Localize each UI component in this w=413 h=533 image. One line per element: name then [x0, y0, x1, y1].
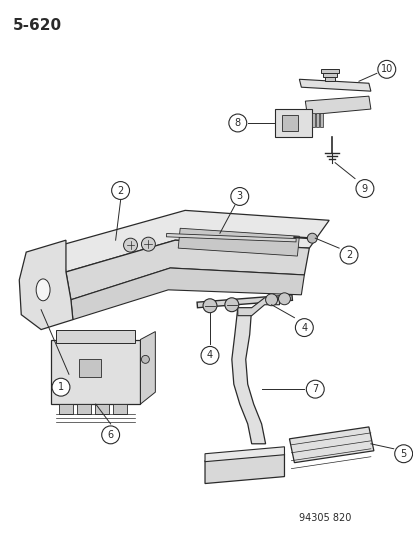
Polygon shape: [289, 427, 373, 463]
Polygon shape: [19, 240, 73, 329]
Ellipse shape: [36, 279, 50, 301]
Text: 94305 820: 94305 820: [299, 513, 351, 523]
Text: 5-620: 5-620: [13, 18, 62, 33]
FancyBboxPatch shape: [56, 329, 135, 343]
Circle shape: [102, 426, 119, 444]
FancyBboxPatch shape: [274, 109, 311, 137]
Text: 2: 2: [117, 185, 123, 196]
Text: 7: 7: [311, 384, 318, 394]
FancyBboxPatch shape: [320, 113, 323, 127]
FancyBboxPatch shape: [316, 113, 318, 127]
Text: 6: 6: [107, 430, 114, 440]
Polygon shape: [71, 268, 304, 320]
Polygon shape: [204, 454, 284, 483]
FancyBboxPatch shape: [78, 359, 100, 377]
Circle shape: [228, 114, 246, 132]
Circle shape: [112, 182, 129, 199]
Circle shape: [377, 60, 395, 78]
FancyBboxPatch shape: [323, 74, 336, 77]
Polygon shape: [231, 308, 265, 444]
FancyBboxPatch shape: [282, 115, 298, 131]
FancyBboxPatch shape: [51, 340, 140, 404]
Polygon shape: [237, 298, 279, 316]
Circle shape: [141, 356, 149, 364]
Polygon shape: [61, 211, 328, 272]
FancyBboxPatch shape: [77, 404, 90, 414]
Text: 4: 4: [206, 350, 213, 360]
Text: 2: 2: [345, 250, 351, 260]
Circle shape: [306, 233, 316, 243]
Text: 9: 9: [361, 183, 367, 193]
Circle shape: [52, 378, 70, 396]
Circle shape: [230, 188, 248, 205]
Circle shape: [141, 237, 155, 251]
Polygon shape: [204, 447, 284, 462]
Circle shape: [394, 445, 412, 463]
Circle shape: [224, 298, 238, 312]
Circle shape: [306, 380, 323, 398]
Polygon shape: [299, 79, 370, 91]
FancyBboxPatch shape: [325, 77, 335, 81]
Polygon shape: [140, 332, 155, 404]
FancyBboxPatch shape: [59, 404, 73, 414]
Text: 5: 5: [400, 449, 406, 459]
Circle shape: [355, 180, 373, 197]
Circle shape: [278, 293, 290, 305]
Polygon shape: [66, 240, 309, 300]
Circle shape: [295, 319, 313, 336]
FancyBboxPatch shape: [320, 69, 338, 74]
FancyBboxPatch shape: [112, 404, 126, 414]
Circle shape: [123, 238, 137, 252]
Circle shape: [202, 299, 216, 313]
Polygon shape: [305, 96, 370, 115]
Text: 1: 1: [58, 382, 64, 392]
Text: 10: 10: [380, 64, 392, 74]
Text: 3: 3: [236, 191, 242, 201]
Text: 8: 8: [234, 118, 240, 128]
FancyBboxPatch shape: [311, 113, 315, 127]
Circle shape: [339, 246, 357, 264]
FancyBboxPatch shape: [95, 404, 108, 414]
Polygon shape: [178, 228, 299, 256]
Circle shape: [201, 346, 218, 365]
Circle shape: [265, 294, 277, 306]
Text: 4: 4: [301, 322, 307, 333]
